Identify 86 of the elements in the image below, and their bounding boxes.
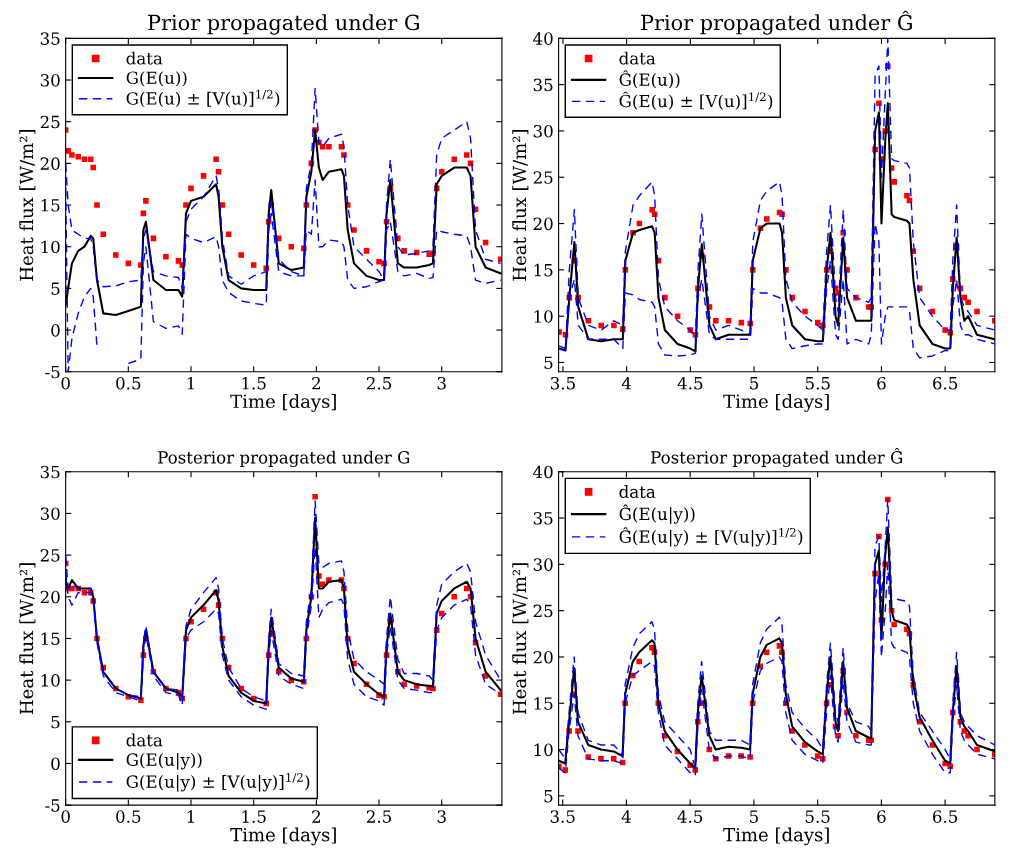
x-tick-label: 4.5 <box>677 376 703 390</box>
x-axis-title: Time [days] <box>723 394 829 412</box>
x-tick-label: 4 <box>621 810 631 823</box>
x-tick-label: 6 <box>877 376 886 390</box>
x-tick-label: 0 <box>61 376 70 390</box>
y-tick-label: 30 <box>40 507 60 520</box>
y-tick-label: 25 <box>533 604 553 618</box>
y-tick-label: 10 <box>534 310 553 323</box>
legend-label: data <box>619 51 656 65</box>
x-axis-title: Time [days] <box>230 394 336 412</box>
chart-title: Prior propagated under G <box>148 14 419 35</box>
legend-label: Ĝ(E(u|y) ± [V(u|y)]$^{1/2}$) <box>619 527 803 547</box>
y-tick-label: 25 <box>40 115 60 129</box>
x-tick-label: 3.5 <box>550 810 575 823</box>
y-tick-label: 25 <box>533 171 553 184</box>
y-tick-label: -5 <box>45 799 60 812</box>
legend-label: Ĝ(E(u) ± [V(u)]$^{1/2}$) <box>619 91 773 110</box>
x-tick-label: 5 <box>750 377 759 390</box>
y-tick-label: 15 <box>534 263 553 277</box>
x-tick-label: 1.5 <box>242 810 266 823</box>
y-tick-label: 40 <box>533 32 553 45</box>
x-tick-label: 6 <box>877 810 886 823</box>
x-tick-label: 0 <box>61 810 70 823</box>
y-tick-label: 25 <box>40 549 60 562</box>
x-axis-title: Time [days] <box>230 827 336 846</box>
y-tick-label: 30 <box>533 558 553 571</box>
x-tick-label: 5.5 <box>805 810 830 823</box>
y-tick-label: 10 <box>534 743 553 757</box>
legend-label: G(E(u) ± [V(u)]$^{1/2}$) <box>126 89 280 108</box>
chart-title: Posterior propagated under Ĝ <box>651 448 903 468</box>
y-tick-label: 30 <box>40 73 60 87</box>
y-axis-title: Heat flux [W/m²] <box>512 129 529 281</box>
x-tick-label: 2 <box>312 376 321 390</box>
x-tick-label: 3.5 <box>550 376 575 390</box>
y-axis-title: Heat flux [W/m²] <box>19 563 36 715</box>
x-tick-label: 2.5 <box>366 810 392 823</box>
y-tick-label: 35 <box>533 78 553 92</box>
y-tick-label: 10 <box>41 240 60 254</box>
y-tick-label: 15 <box>534 697 553 710</box>
x-tick-label: 2.5 <box>366 376 392 390</box>
x-tick-label: 6.5 <box>932 810 958 823</box>
x-tick-label: 1 <box>187 376 194 390</box>
x-tick-label: 5.5 <box>805 377 830 390</box>
y-tick-label: 20 <box>40 157 60 170</box>
y-tick-label: 20 <box>40 590 60 604</box>
y-axis-title: Heat flux [W/m²] <box>19 129 36 281</box>
y-tick-label: 40 <box>533 465 553 479</box>
y-tick-label: 20 <box>533 650 553 664</box>
legend-label: Ĝ(E(u|y)) <box>619 504 695 524</box>
y-tick-label: 0 <box>51 324 60 337</box>
y-tick-label: 15 <box>41 632 60 646</box>
y-tick-label: 5 <box>51 715 60 729</box>
y-tick-label: 20 <box>533 217 553 231</box>
legend-label: G(E(u)) <box>126 71 187 87</box>
y-tick-label: -5 <box>45 365 60 379</box>
x-axis-title: Time [days] <box>723 827 829 846</box>
legend-label: G(E(u|y) ± [V(u|y)]$^{1/2}$) <box>126 772 310 792</box>
y-tick-label: 5 <box>544 356 553 370</box>
y-tick-label: 0 <box>51 757 60 771</box>
x-tick-label: 0.5 <box>116 376 141 390</box>
x-tick-label: 1 <box>187 810 194 823</box>
x-tick-label: 5 <box>750 810 758 823</box>
chart-title: Prior propagated under Ĝ <box>641 10 912 35</box>
y-tick-label: 15 <box>41 199 60 212</box>
chart-title: Posterior propagated under G <box>158 450 410 468</box>
x-tick-label: 3 <box>437 376 446 390</box>
legend-label: Ĝ(E(u)) <box>619 70 680 89</box>
x-tick-label: 6.5 <box>933 376 958 390</box>
y-axis-title: Heat flux [W/m²] <box>512 563 529 715</box>
legend-label: data <box>126 733 163 747</box>
x-tick-label: 4 <box>621 376 632 390</box>
x-tick-label: 0.5 <box>116 810 141 823</box>
y-tick-label: 10 <box>41 674 60 687</box>
x-tick-label: 3 <box>437 810 446 823</box>
y-tick-label: 35 <box>40 465 60 479</box>
y-tick-label: 5 <box>51 282 60 295</box>
y-tick-label: 30 <box>533 124 553 138</box>
y-tick-label: 35 <box>40 32 60 45</box>
y-tick-label: 35 <box>533 512 553 525</box>
x-tick-label: 2 <box>312 810 321 823</box>
x-tick-label: 1.5 <box>242 376 266 390</box>
y-tick-label: 5 <box>544 790 553 803</box>
legend-label: G(E(u|y)) <box>126 752 202 770</box>
legend-label: data <box>619 485 656 498</box>
legend-label: data <box>126 51 163 65</box>
x-tick-label: 4.5 <box>677 810 703 823</box>
